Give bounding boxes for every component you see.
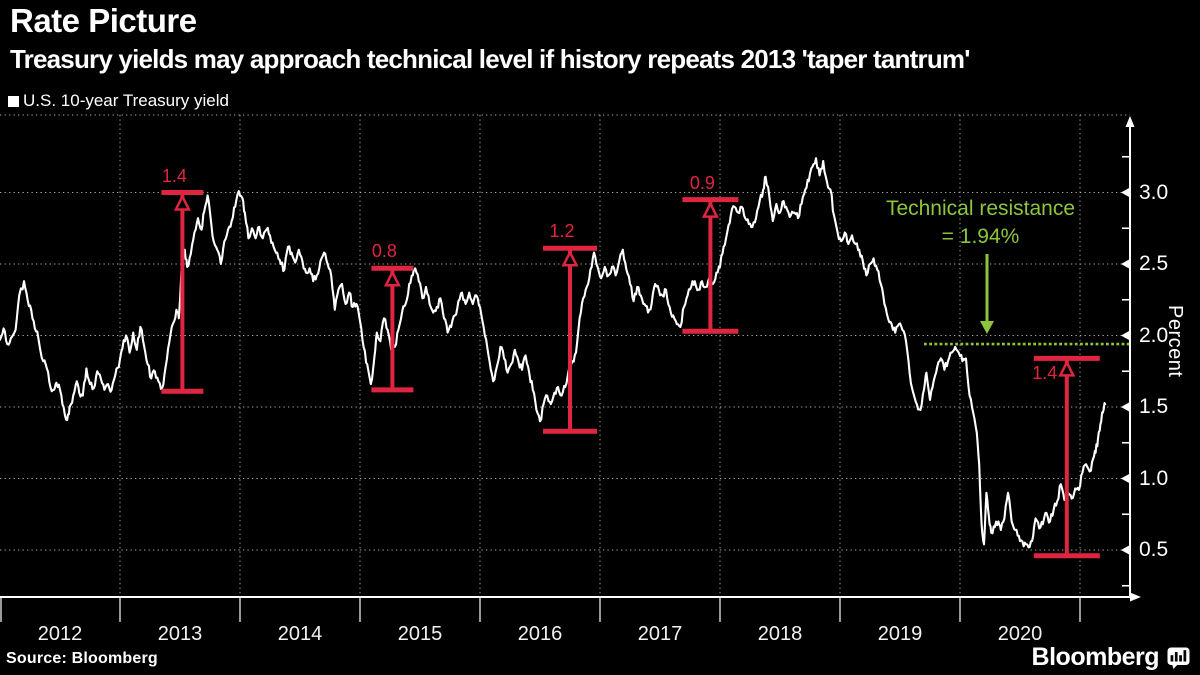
x-tick-label: 2017 bbox=[637, 623, 683, 645]
bloomberg-terminal-icon bbox=[1167, 647, 1190, 669]
legend: U.S. 10-year Treasury yield bbox=[8, 91, 229, 111]
source-note: Source: Bloomberg bbox=[6, 650, 158, 667]
y-tick-label: 3.0 bbox=[1139, 180, 1169, 204]
rise-annotation-label: 0.8 bbox=[371, 241, 397, 262]
bloomberg-logo: Bloomberg bbox=[1032, 643, 1190, 672]
resistance-annotation: Technical resistance = 1.94% bbox=[858, 195, 1103, 251]
resistance-label-line2: = 1.94% bbox=[941, 225, 1020, 248]
legend-label: U.S. 10-year Treasury yield bbox=[23, 91, 229, 110]
x-tick-label: 2016 bbox=[517, 623, 563, 645]
rise-annotation-label: 1.2 bbox=[549, 221, 575, 242]
rise-annotation-label: 1.4 bbox=[1032, 363, 1058, 384]
y-tick-label: 2.0 bbox=[1139, 323, 1169, 347]
x-tick-label: 2015 bbox=[397, 623, 443, 645]
y-tick-label: 1.0 bbox=[1139, 466, 1169, 490]
rise-annotation-label: 0.9 bbox=[689, 172, 715, 193]
x-tick-label: 2013 bbox=[157, 623, 203, 645]
y-axis-title: Percent bbox=[1164, 305, 1186, 378]
rise-annotation-label: 1.4 bbox=[161, 165, 187, 186]
bloomberg-wordmark: Bloomberg bbox=[1031, 643, 1160, 671]
page-title: Rate Picture bbox=[10, 2, 197, 39]
y-tick-label: 2.5 bbox=[1139, 252, 1169, 275]
x-tick-label: 2012 bbox=[37, 623, 83, 645]
x-tick-label: 2014 bbox=[277, 623, 323, 645]
y-tick-label: 1.5 bbox=[1139, 395, 1169, 418]
x-tick-label: 2018 bbox=[757, 623, 803, 645]
x-tick-label: 2020 bbox=[997, 623, 1043, 645]
legend-square-icon bbox=[8, 95, 19, 107]
chart-subtitle: Treasury yields may approach technical l… bbox=[10, 44, 970, 74]
resistance-label-line1: Technical resistance bbox=[885, 197, 1076, 220]
y-tick-label: 0.5 bbox=[1139, 538, 1169, 561]
x-tick-label: 2019 bbox=[877, 623, 923, 645]
